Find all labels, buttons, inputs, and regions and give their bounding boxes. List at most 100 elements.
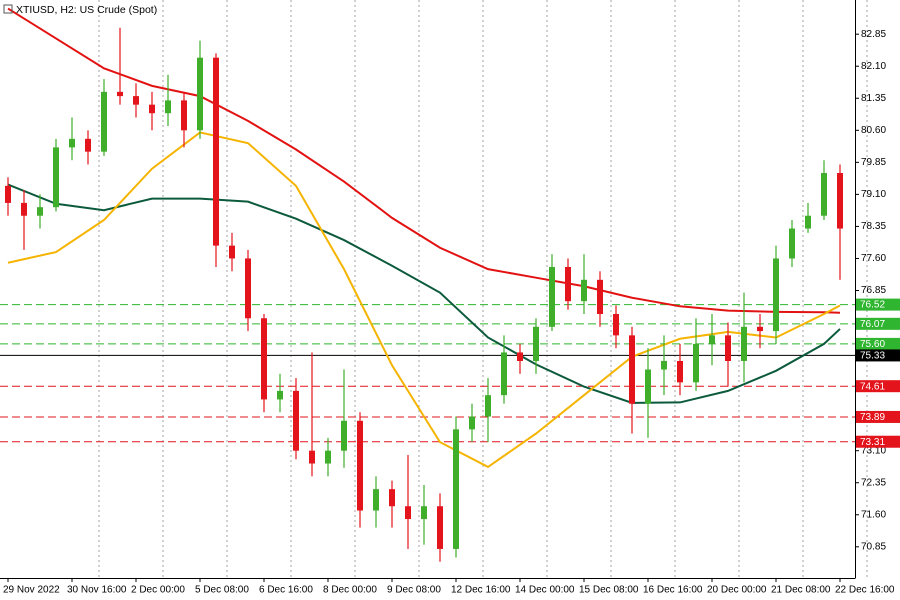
y-tick-label: 70.85 — [861, 541, 886, 552]
x-tick-label: 29 Nov 2022 — [3, 585, 60, 596]
candle-body — [709, 335, 715, 344]
level-label: 75.33 — [860, 351, 885, 362]
x-tick-label: 12 Dec 16:00 — [451, 585, 511, 596]
candle-body — [293, 390, 299, 451]
candle-body — [85, 138, 91, 152]
candle-body — [101, 91, 107, 152]
candle-body — [213, 57, 219, 246]
x-tick-label: 21 Dec 08:00 — [771, 585, 831, 596]
candle-body — [693, 343, 699, 383]
candle-body — [277, 390, 283, 400]
candle-body — [741, 326, 747, 361]
x-tick-label: 6 Dec 16:00 — [259, 585, 313, 596]
x-tick-label: 14 Dec 00:00 — [515, 585, 575, 596]
x-tick-label: 2 Dec 00:00 — [131, 585, 185, 596]
level-label: 76.07 — [860, 319, 885, 330]
candle-body — [165, 100, 171, 114]
candle-body — [389, 489, 395, 507]
grid-layer — [98, 0, 868, 578]
x-tick-label: 8 Dec 00:00 — [323, 585, 377, 596]
y-tick-label: 79.10 — [861, 189, 886, 200]
candle-body — [437, 506, 443, 549]
y-tick-label: 81.35 — [861, 93, 886, 104]
candle-body — [629, 335, 635, 404]
candle-body — [261, 318, 267, 400]
candle-body — [485, 395, 491, 417]
level-label: 75.60 — [860, 339, 885, 350]
candle-body — [549, 266, 555, 327]
level-label-box — [856, 337, 900, 350]
y-tick-label: 71.60 — [861, 509, 886, 520]
candle-body — [533, 326, 539, 361]
candle-body — [501, 352, 507, 396]
axis-layer: 82.85 82.10 81.35 80.60 79.85 79.10 78.35 77.60… — [3, 29, 900, 596]
x-tick-label: 20 Dec 00:00 — [707, 585, 767, 596]
candle-body — [21, 202, 27, 216]
candle-body — [597, 279, 603, 314]
y-tick-label: 77.60 — [861, 253, 886, 264]
candle-body — [757, 326, 763, 332]
candle-body — [229, 245, 235, 259]
level-label: 73.89 — [860, 412, 885, 423]
moving-average — [7, 7, 841, 314]
level-label-box — [856, 410, 900, 423]
candle-body — [613, 313, 619, 336]
candle-body — [453, 429, 459, 549]
y-tick-label: 72.35 — [861, 477, 886, 488]
candle-body — [581, 279, 587, 302]
candle-layer — [5, 27, 843, 562]
candle-body — [805, 215, 811, 229]
candle-body — [37, 207, 43, 216]
candle-body — [357, 420, 363, 511]
candle-body — [789, 228, 795, 259]
y-tick-label: 82.10 — [861, 61, 886, 72]
candle-body — [565, 266, 571, 302]
candle-body — [517, 352, 523, 361]
candle-body — [421, 506, 427, 520]
y-tick-label: 79.85 — [861, 157, 886, 168]
candle-body — [117, 91, 123, 97]
level-label-box — [856, 349, 900, 362]
y-tick-label: 80.60 — [861, 125, 886, 136]
x-tick-label: 16 Dec 16:00 — [643, 585, 703, 596]
candle-body — [341, 420, 347, 451]
level-label: 76.52 — [860, 300, 885, 311]
candle-body — [181, 100, 187, 131]
candle-body — [821, 173, 827, 216]
x-tick-label: 30 Nov 16:00 — [67, 585, 127, 596]
candle-body — [309, 450, 315, 464]
candle-body — [149, 104, 155, 114]
level-label: 74.61 — [860, 381, 885, 392]
candle-body — [197, 57, 203, 131]
x-tick-label: 15 Dec 08:00 — [579, 585, 639, 596]
level-label: 73.31 — [860, 437, 885, 448]
candle-body — [133, 96, 139, 105]
x-tick-label: 22 Dec 16:00 — [835, 585, 895, 596]
y-tick-label: 76.85 — [861, 285, 886, 296]
level-label-box — [856, 317, 900, 330]
y-tick-label: 73.10 — [861, 445, 886, 456]
y-tick-label: 78.35 — [861, 221, 886, 232]
candle-body — [5, 185, 11, 203]
candle-body — [773, 258, 779, 332]
candle-body — [405, 506, 411, 520]
symbol-icon — [3, 4, 13, 14]
candle-body — [373, 489, 379, 511]
candle-body — [69, 138, 75, 148]
candle-body — [325, 450, 331, 464]
x-tick-label: 5 Dec 08:00 — [195, 585, 249, 596]
chart-title: XTIUSD, H2: US Crude (Spot) — [16, 4, 157, 16]
y-tick-label: 82.85 — [861, 29, 886, 40]
candle-body — [837, 173, 843, 229]
level-label-box — [856, 435, 900, 448]
candle-body — [725, 335, 731, 361]
candle-body — [677, 360, 683, 383]
level-label-box — [856, 380, 900, 393]
moving-average — [7, 183, 841, 404]
candle-body — [661, 360, 667, 370]
level-label-box — [856, 298, 900, 311]
candle-body — [53, 147, 59, 208]
candle-body — [469, 416, 475, 430]
